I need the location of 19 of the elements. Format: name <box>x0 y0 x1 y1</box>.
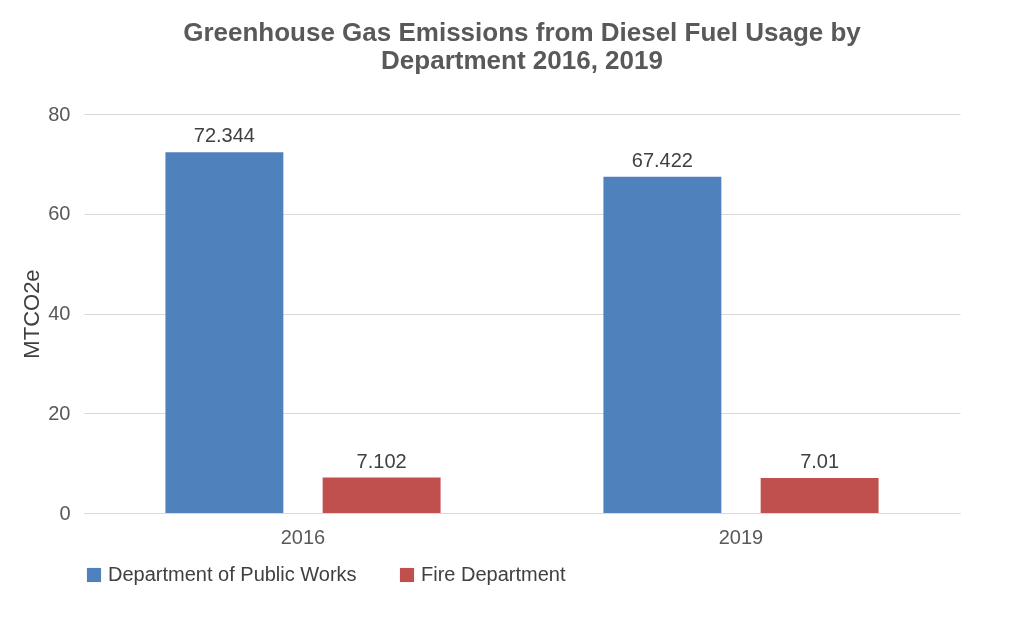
bar <box>165 152 284 513</box>
data-label: 7.102 <box>356 449 407 472</box>
y-tick-label: 80 <box>48 102 71 125</box>
legend-label: Department of Public Works <box>108 563 357 585</box>
x-tick-label: 2016 <box>280 525 326 548</box>
legend-label: Fire Department <box>421 563 566 585</box>
bar <box>322 477 441 513</box>
data-label: 67.422 <box>631 148 693 171</box>
y-tick-label: 40 <box>48 302 71 324</box>
chart-title: Greenhouse Gas Emissions from Diesel Fuel Usage by Department 2016, 2019 <box>183 17 862 75</box>
y-tick-label: 0 <box>59 501 71 524</box>
bar <box>760 478 879 513</box>
y-tick-label: 20 <box>48 401 71 424</box>
data-label: 72.344 <box>193 124 255 147</box>
y-tick-label: 60 <box>48 202 71 225</box>
x-tick-label: 2019 <box>718 525 764 548</box>
bar <box>603 176 722 513</box>
data-label: 7.01 <box>800 450 840 473</box>
y-axis-title: MTCO2e <box>19 269 45 359</box>
